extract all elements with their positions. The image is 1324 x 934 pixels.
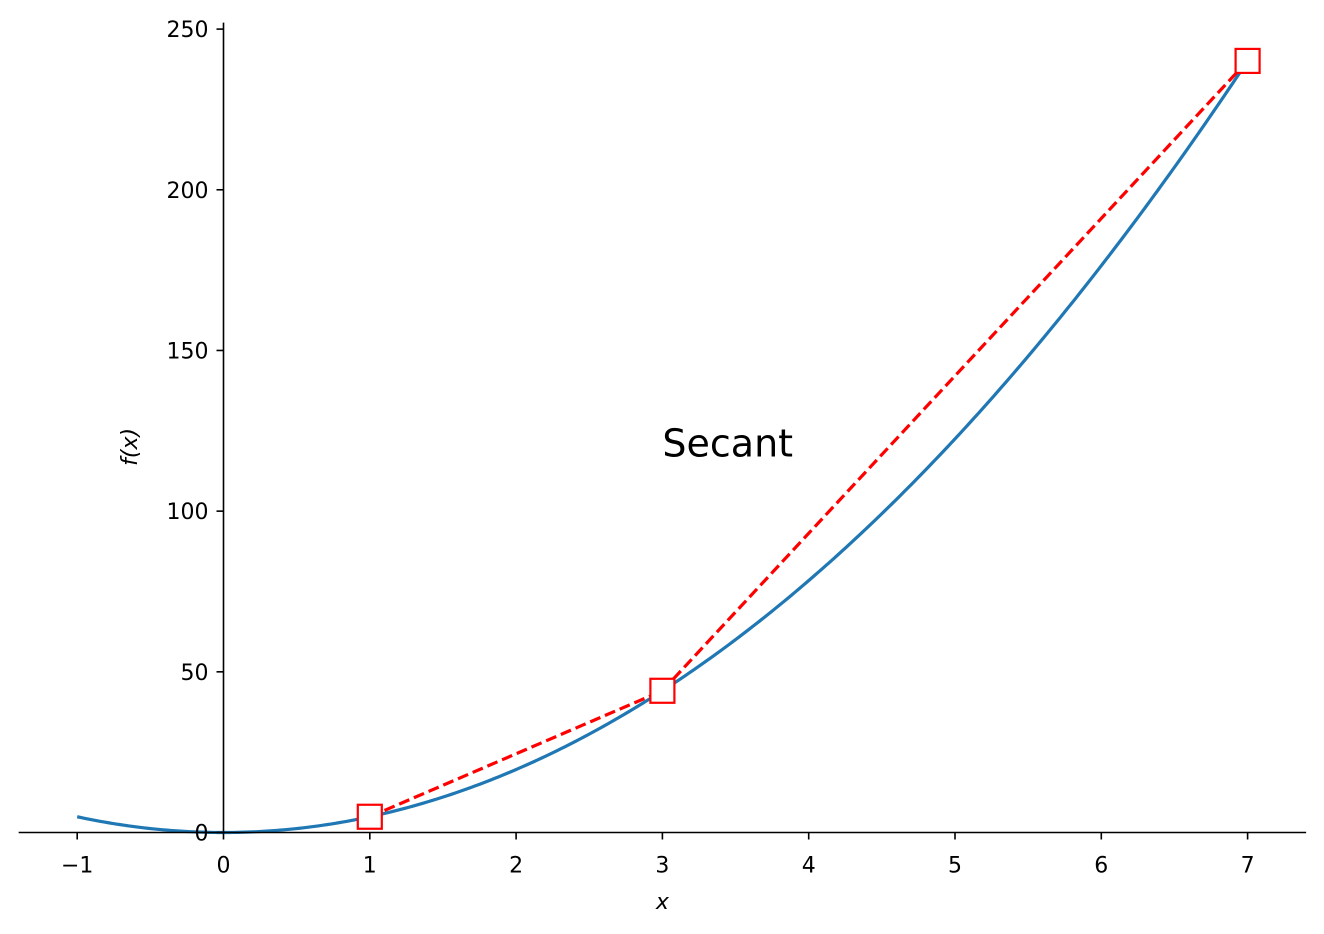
y-tick-label: 250 <box>167 18 209 43</box>
text-layer: −1 0 1 2 3 4 5 6 7 0 50 100 150 200 250 x f(x) Secant <box>61 18 1255 915</box>
x-tick-label: 1 <box>363 854 377 879</box>
secant-point-marker <box>356 803 383 830</box>
y-tick-label: 50 <box>181 661 209 686</box>
secant-annotation: Secant <box>662 422 793 466</box>
x-tick-label: 6 <box>1094 854 1108 879</box>
secant-layer <box>356 47 1261 830</box>
x-tick-label: 3 <box>655 854 669 879</box>
x-tick-label: 0 <box>217 854 231 879</box>
y-tick-label: 100 <box>167 500 209 525</box>
axes-layer <box>18 22 1307 840</box>
x-axis-label: x <box>655 890 670 915</box>
y-tick-label: 150 <box>167 339 209 364</box>
secant-point-marker <box>1234 47 1261 75</box>
x-tick-label: 7 <box>1241 854 1255 879</box>
y-tick-label: 200 <box>167 179 209 204</box>
x-tick-label: −1 <box>61 854 93 879</box>
secant-segment <box>369 689 664 819</box>
secant-segment <box>661 59 1249 692</box>
y-tick-label: 0 <box>195 822 209 847</box>
x-tick-label: 5 <box>948 854 962 879</box>
secant-point-marker <box>649 677 676 704</box>
x-tick-label: 2 <box>509 854 523 879</box>
x-tick-label: 4 <box>802 854 816 879</box>
y-axis-label: f(x) <box>118 428 143 466</box>
